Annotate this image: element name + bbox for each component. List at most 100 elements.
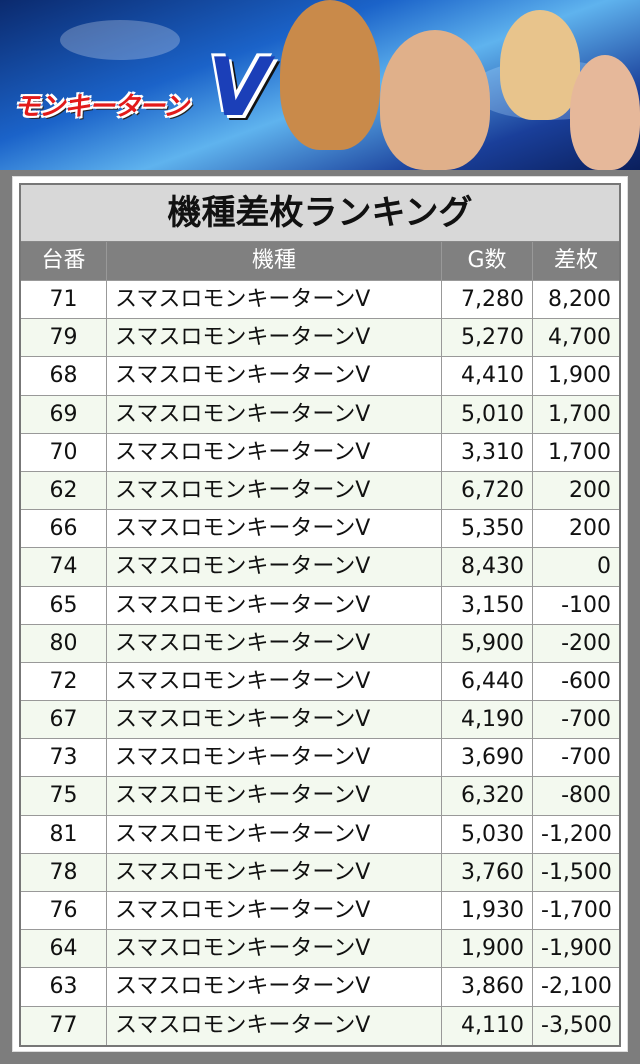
cell-diff: 1,700 [548, 439, 611, 465]
cell-diff: -3,500 [541, 1012, 612, 1038]
cell-model: スマスロモンキーターンV [107, 319, 442, 357]
cell-games: 3,860 [442, 968, 533, 1006]
cell-model: スマスロモンキーターンV [107, 968, 442, 1006]
table-row: 69 スマスロモンキーターンV 5,010 1,700 [21, 395, 619, 434]
header-games: G数 [442, 242, 533, 280]
cell-games: 3,310 [442, 433, 533, 471]
table-row: 75 スマスロモンキーターンV 6,320 -800 [21, 777, 619, 816]
cell-games: 6,320 [442, 777, 533, 815]
table-row: 64 スマスロモンキーターンV 1,900 -1,900 [21, 930, 619, 969]
cell-model: スマスロモンキーターンV [107, 815, 442, 853]
cell-model: スマスロモンキーターンV [107, 510, 442, 548]
table-row: 67 スマスロモンキーターンV 4,190 -700 [21, 701, 619, 740]
cell-machine-number: 66 [21, 510, 107, 548]
cell-machine-number: 80 [21, 624, 107, 662]
cell-model: スマスロモンキーターンV [107, 930, 442, 968]
cell-games: 8,430 [442, 548, 533, 586]
table-row: 66 スマスロモンキーターンV 5,350 200 [21, 510, 619, 549]
cell-diff: -1,700 [541, 898, 612, 923]
table-row: 80 スマスロモンキーターンV 5,900 -200 [21, 624, 619, 663]
cell-machine-number: 64 [21, 930, 107, 968]
header-machine-number: 台番 [21, 242, 107, 280]
logo: モンキーターン [14, 92, 189, 122]
cell-machine-number: 68 [21, 357, 107, 395]
cell-diff: -800 [561, 783, 611, 809]
cell-machine-number: 69 [21, 395, 107, 433]
ranking-table: 機種差枚ランキング 台番 機種 G数 差枚 71 スマスロモンキーターンV 7,28… [19, 183, 621, 1047]
table-title: 機種差枚ランキング [21, 185, 619, 242]
cell-diff: 1,700 [548, 401, 611, 427]
cell-model: スマスロモンキーターンV [107, 892, 442, 930]
cell-machine-number: 70 [21, 433, 107, 471]
table-row: 62 スマスロモンキーターンV 6,720 200 [21, 471, 619, 511]
table-row: 71 スマスロモンキーターンV 7,280 8,200 [21, 281, 619, 320]
cell-model: スマスロモンキーターンV [107, 586, 442, 624]
cell-diff: -700 [561, 745, 611, 771]
cell-model: スマスロモンキーターンV [107, 701, 442, 739]
cell-model: スマスロモンキーターンV [107, 433, 442, 471]
cell-model: スマスロモンキーターンV [107, 853, 442, 891]
table-row: 70 スマスロモンキーターンV 3,310 1,700 [21, 433, 619, 472]
cell-games: 3,150 [442, 586, 533, 624]
header-diff: 差枚 [553, 248, 598, 273]
cell-games: 3,760 [442, 853, 533, 891]
table-row: 74 スマスロモンキーターンV 8,430 0 [21, 548, 619, 587]
cell-machine-number: 73 [21, 739, 107, 777]
cell-games: 7,280 [442, 281, 533, 319]
cell-games: 4,110 [442, 1006, 533, 1045]
cell-diff: -100 [561, 592, 611, 618]
cell-diff: -2,100 [541, 974, 612, 1000]
cell-machine-number: 76 [21, 892, 107, 930]
cell-diff: -1,900 [541, 936, 612, 962]
cell-model: スマスロモンキーターンV [107, 281, 442, 319]
cell-games: 3,690 [442, 739, 533, 777]
cell-diff: 200 [569, 516, 611, 542]
cell-machine-number: 78 [21, 853, 107, 891]
cell-model: スマスロモンキーターンV [107, 624, 442, 662]
character-figure [280, 0, 380, 150]
table-row: 76 スマスロモンキーターンV 1,930 -1,700 [21, 892, 619, 931]
cell-diff: -600 [561, 668, 611, 694]
cell-model: スマスロモンキーターンV [107, 739, 442, 777]
header-row: 台番 機種 G数 差枚 [21, 242, 619, 281]
cell-machine-number: 71 [21, 281, 107, 319]
cell-model: スマスロモンキーターンV [107, 548, 442, 586]
cell-games: 5,030 [442, 815, 533, 853]
cell-machine-number: 81 [21, 815, 107, 853]
cell-games: 4,190 [442, 701, 533, 739]
table-row: 68 スマスロモンキーターンV 4,410 1,900 [21, 357, 619, 396]
character-figure [570, 55, 640, 170]
cell-machine-number: 74 [21, 548, 107, 586]
cell-model: スマスロモンキーターンV [107, 395, 442, 433]
table-row: 65 スマスロモンキーターンV 3,150 -100 [21, 586, 619, 625]
logo-v: V [208, 41, 270, 134]
cell-games: 6,440 [442, 662, 533, 701]
cell-model: スマスロモンキーターンV [107, 357, 442, 395]
cell-model: スマスロモンキーターンV [107, 1006, 442, 1045]
cell-diff: -700 [561, 707, 611, 733]
cell-games: 1,930 [442, 892, 533, 930]
cell-machine-number: 65 [21, 586, 107, 624]
water-splash [60, 20, 180, 60]
table-row: 63 スマスロモンキーターンV 3,860 -2,100 [21, 968, 619, 1007]
cell-diff: -200 [561, 630, 611, 656]
table-row: 72 スマスロモンキーターンV 6,440 -600 [21, 662, 619, 702]
table-row: 73 スマスロモンキーターンV 3,690 -700 [21, 739, 619, 778]
table-row: 78 スマスロモンキーターンV 3,760 -1,500 [21, 853, 619, 892]
banner-image: モンキーターン V [0, 0, 640, 170]
cell-diff: -1,500 [541, 859, 612, 885]
cell-machine-number: 77 [21, 1006, 107, 1045]
cell-machine-number: 75 [21, 777, 107, 815]
cell-machine-number: 72 [21, 662, 107, 701]
cell-diff: 8,200 [548, 287, 611, 312]
cell-games: 5,350 [442, 510, 533, 548]
character-figure [500, 10, 580, 120]
cell-machine-number: 79 [21, 319, 107, 357]
cell-model: スマスロモンキーターンV [107, 471, 442, 510]
cell-diff: -1,200 [541, 821, 612, 847]
cell-games: 5,270 [442, 319, 533, 357]
cell-model: スマスロモンキーターンV [107, 662, 442, 701]
cell-machine-number: 63 [21, 968, 107, 1006]
character-figure [380, 30, 490, 170]
cell-model: スマスロモンキーターンV [107, 777, 442, 815]
